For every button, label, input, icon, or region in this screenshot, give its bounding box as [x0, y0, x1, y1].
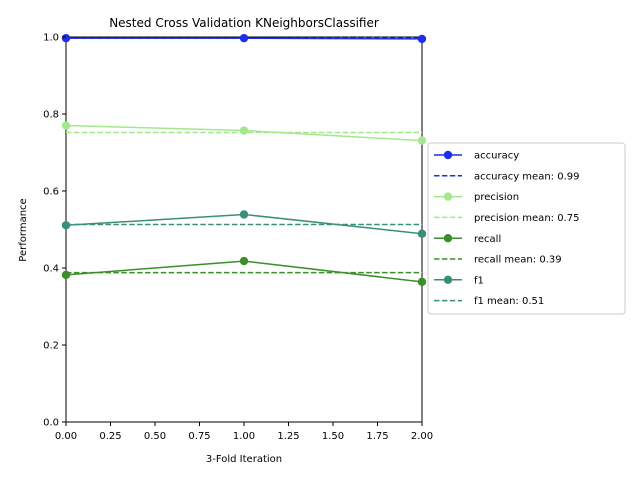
x-tick-label: 0.00: [55, 431, 77, 442]
data-point-f1: [239, 210, 249, 219]
data-point-recall: [417, 277, 427, 287]
data-point-accuracy: [61, 33, 71, 43]
chart-title: Nested Cross Validation KNeighborsClassi…: [109, 16, 379, 30]
data-point-precision: [417, 136, 427, 145]
series-accuracy: [61, 33, 427, 44]
y-tick-label: 0.2: [43, 341, 59, 352]
data-point-precision: [239, 126, 249, 135]
x-tick-label: 1.50: [322, 431, 344, 442]
y-tick-label: 0.8: [43, 110, 59, 121]
legend: accuracy accuracy mean: 0.99 precision prec…: [427, 142, 626, 315]
series-f1: [61, 210, 427, 238]
plot-frame: [65, 36, 423, 423]
data-point-accuracy: [417, 34, 427, 44]
x-tick-label: 1.00: [233, 431, 255, 442]
y-tick-label: 0.0: [43, 418, 59, 429]
legend-marker-recall: [443, 234, 453, 243]
x-tick-label: 1.25: [277, 431, 299, 442]
series-layer: [61, 33, 427, 287]
x-tick-label: 2.00: [411, 431, 433, 442]
data-point-recall: [61, 270, 71, 280]
legend-label-precision: precision: [474, 192, 519, 203]
y-tick-label: 0.4: [43, 264, 59, 275]
legend-mean-label-accuracy: accuracy mean: 0.99: [474, 171, 579, 182]
x-axis-ticks: 0.00 0.25 0.50 0.75 1.00 1.25 1.50 1.75 2.00: [55, 422, 433, 442]
x-tick-label: 0.50: [144, 431, 166, 442]
legend-mean-label-recall: recall mean: 0.39: [474, 255, 562, 266]
data-point-accuracy: [239, 33, 249, 43]
data-point-recall: [239, 256, 249, 266]
legend-label-recall: recall: [474, 234, 501, 245]
legend-mean-label-f1: f1 mean: 0.51: [474, 296, 544, 307]
x-tick-label: 0.75: [188, 431, 210, 442]
data-point-f1: [417, 229, 427, 238]
legend-label-f1: f1: [474, 275, 484, 286]
data-point-precision: [61, 121, 71, 130]
series-precision: [61, 121, 427, 145]
data-point-f1: [61, 221, 71, 230]
plot-area: [65, 36, 423, 423]
y-axis-label: Performance: [18, 198, 29, 261]
y-tick-label: 1.0: [43, 33, 59, 44]
legend-label-accuracy: accuracy: [474, 151, 519, 162]
x-tick-label: 1.75: [366, 431, 388, 442]
legend-frame: [427, 142, 626, 315]
legend-marker-f1: [443, 275, 453, 284]
y-tick-label: 0.6: [43, 187, 59, 198]
y-axis-ticks: 0.0 0.2 0.4 0.6 0.8 1.0: [43, 33, 66, 429]
legend-marker-accuracy: [443, 150, 453, 160]
legend-mean-label-precision: precision mean: 0.75: [474, 213, 579, 224]
legend-marker-precision: [443, 192, 453, 201]
x-axis-label: 3-Fold Iteration: [206, 454, 282, 465]
x-tick-label: 0.25: [99, 431, 121, 442]
series-recall: [61, 256, 427, 287]
